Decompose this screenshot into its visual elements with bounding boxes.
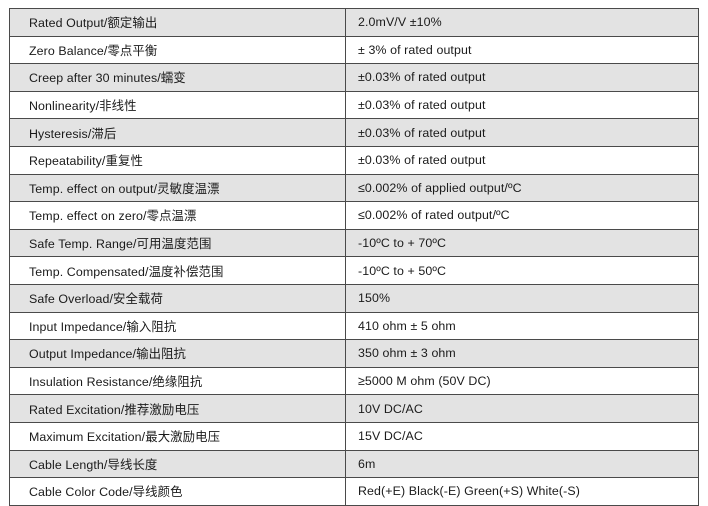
- spec-parameter-cell: Safe Temp. Range/可用温度范围: [9, 228, 346, 258]
- specification-table-body: Rated Output/额定输出 2.0mV/V ±10% Zero Balanc…: [9, 8, 699, 506]
- spec-parameter-cell: Insulation Resistance/绝缘阻抗: [9, 366, 346, 396]
- spec-parameter-cell: Temp. effect on output/灵敏度温漂: [9, 173, 346, 203]
- table-row: Rated Excitation/推荐激励电压 10V DC/AC: [9, 394, 699, 423]
- table-row: Temp. effect on output/灵敏度温漂 ≤0.002% of a…: [9, 173, 699, 203]
- spec-parameter-cell: Temp. Compensated/温度补偿范围: [9, 256, 346, 285]
- table-row: Cable Length/导线长度 6m: [9, 449, 699, 479]
- table-row: Maximum Excitation/最大激励电压 15V DC/AC: [9, 421, 699, 451]
- table-row: Nonlinearity/非线性 ±0.03% of rated output: [9, 90, 699, 120]
- spec-value-cell: ≥5000 M ohm (50V DC): [345, 366, 699, 396]
- spec-parameter-cell: Hysteresis/滞后: [9, 118, 346, 147]
- spec-value-cell: ≤0.002% of rated output/ºC: [345, 201, 699, 230]
- spec-value-cell: ±0.03% of rated output: [345, 90, 699, 120]
- spec-value-cell: ± 3% of rated output: [345, 35, 699, 65]
- table-row: Zero Balance/零点平衡 ± 3% of rated output: [9, 35, 699, 65]
- spec-parameter-cell: Input Impedance/输入阻抗: [9, 311, 346, 341]
- spec-parameter-cell: Zero Balance/零点平衡: [9, 35, 346, 65]
- spec-value-cell: 6m: [345, 449, 699, 479]
- spec-value-cell: 150%: [345, 283, 699, 313]
- spec-value-cell: -10ºC to + 50ºC: [345, 256, 699, 285]
- spec-value-cell: ≤0.002% of applied output/ºC: [345, 173, 699, 203]
- spec-parameter-cell: Nonlinearity/非线性: [9, 90, 346, 120]
- spec-value-cell: 350 ohm ± 3 ohm: [345, 339, 699, 368]
- table-row: Rated Output/额定输出 2.0mV/V ±10%: [9, 8, 699, 37]
- table-row: Creep after 30 minutes/蠕变 ±0.03% of rated…: [9, 63, 699, 92]
- table-row: Safe Overload/安全载荷 150%: [9, 283, 699, 313]
- spec-parameter-cell: Repeatability/重复性: [9, 145, 346, 175]
- spec-parameter-cell: Cable Length/导线长度: [9, 449, 346, 479]
- table-row: Temp. Compensated/温度补偿范围 -10ºC to + 50ºC: [9, 256, 699, 285]
- spec-parameter-cell: Rated Output/额定输出: [9, 8, 346, 37]
- table-row: Output Impedance/输出阻抗 350 ohm ± 3 ohm: [9, 339, 699, 368]
- spec-parameter-cell: Safe Overload/安全载荷: [9, 283, 346, 313]
- table-row: Insulation Resistance/绝缘阻抗 ≥5000 M ohm (5…: [9, 366, 699, 396]
- spec-parameter-cell: Output Impedance/输出阻抗: [9, 339, 346, 368]
- spec-value-cell: Red(+E) Black(-E) Green(+S) White(-S): [345, 477, 699, 506]
- spec-value-cell: -10ºC to + 70ºC: [345, 228, 699, 258]
- spec-parameter-cell: Maximum Excitation/最大激励电压: [9, 421, 346, 451]
- spec-value-cell: 15V DC/AC: [345, 421, 699, 451]
- table-row: Temp. effect on zero/零点温漂 ≤0.002% of rate…: [9, 201, 699, 230]
- table-row: Cable Color Code/导线颜色 Red(+E) Black(-E) G…: [9, 477, 699, 506]
- spec-parameter-cell: Cable Color Code/导线颜色: [9, 477, 346, 506]
- spec-value-cell: ±0.03% of rated output: [345, 118, 699, 147]
- table-row: Input Impedance/输入阻抗 410 ohm ± 5 ohm: [9, 311, 699, 341]
- spec-value-cell: 10V DC/AC: [345, 394, 699, 423]
- table-row: Hysteresis/滞后 ±0.03% of rated output: [9, 118, 699, 147]
- spec-value-cell: 2.0mV/V ±10%: [345, 8, 699, 37]
- spec-parameter-cell: Creep after 30 minutes/蠕变: [9, 63, 346, 92]
- spec-parameter-cell: Temp. effect on zero/零点温漂: [9, 201, 346, 230]
- table-row: Safe Temp. Range/可用温度范围 -10ºC to + 70ºC: [9, 228, 699, 258]
- specification-sheet: Rated Output/额定输出 2.0mV/V ±10% Zero Balanc…: [9, 8, 699, 506]
- spec-value-cell: ±0.03% of rated output: [345, 145, 699, 175]
- spec-value-cell: 410 ohm ± 5 ohm: [345, 311, 699, 341]
- specification-table: Rated Output/额定输出 2.0mV/V ±10% Zero Balanc…: [9, 8, 699, 506]
- table-row: Repeatability/重复性 ±0.03% of rated output: [9, 145, 699, 175]
- spec-parameter-cell: Rated Excitation/推荐激励电压: [9, 394, 346, 423]
- spec-value-cell: ±0.03% of rated output: [345, 63, 699, 92]
